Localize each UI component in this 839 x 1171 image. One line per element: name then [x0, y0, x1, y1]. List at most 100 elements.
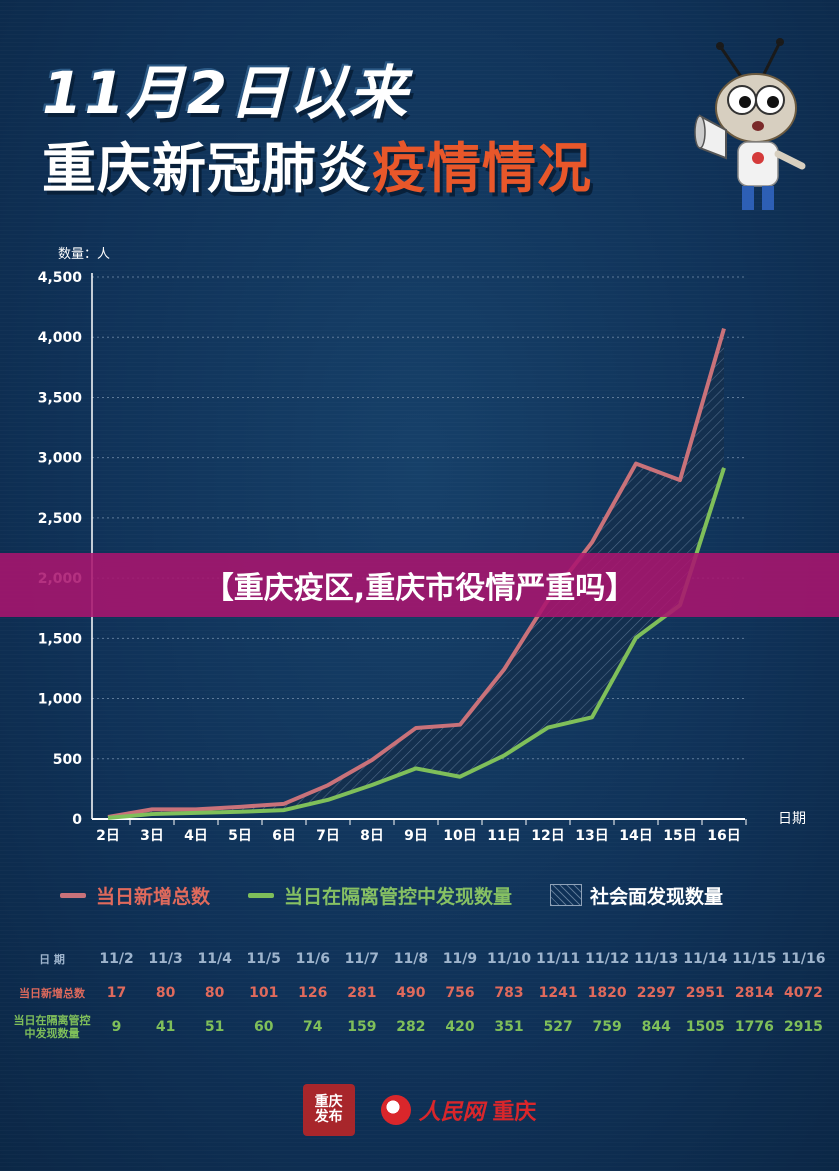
x-tick-label: 3日	[140, 828, 164, 844]
x-tick-label: 16日	[707, 828, 740, 844]
overlay-banner: 【重庆疫区,重庆市役情严重吗】	[0, 553, 839, 617]
table-cell-new-total: 783	[494, 985, 524, 1001]
table-cell-date: 11/11	[536, 951, 581, 967]
table-cell-new-total: 80	[204, 985, 225, 1001]
table-cell-quarantine: 420	[445, 1019, 475, 1035]
legend-item-quarantine: 当日在隔离管控中发现数量	[248, 882, 512, 909]
table-cell-new-total: 1241	[538, 985, 578, 1001]
legend-item-new-total: 当日新增总数	[60, 882, 210, 909]
mascot-megaphone-icon	[694, 38, 806, 210]
table-cell-new-total: 80	[155, 985, 176, 1001]
legend-label-quarantine: 当日在隔离管控中发现数量	[284, 885, 513, 908]
table-row-dates: 日 期 11/2 11/3 11/4 11/5 11/6 11/7 11/8 11/9 11/1…	[12, 942, 828, 976]
legend-item-community: 社会面发现数量	[550, 882, 723, 909]
table-cell-date: 11/15	[732, 951, 777, 967]
table-cell-new-total: 101	[249, 985, 279, 1001]
table-cell-new-total: 4072	[783, 985, 823, 1001]
line-chart: 05001,0001,5002,0002,5003,0003,5004,0004…	[38, 247, 806, 844]
x-tick-label: 10日	[443, 828, 476, 844]
table-cell-quarantine: 844	[641, 1019, 671, 1035]
table-row-new-total: 当日新增总数 17 80 80 101 126 281 490 756 783 1241 1820 2…	[12, 976, 828, 1010]
table-cell-date: 11/8	[393, 951, 429, 967]
table-cell-quarantine: 1505	[685, 1019, 725, 1035]
x-tick-label: 12日	[531, 828, 564, 844]
table-cell-quarantine: 9	[111, 1019, 122, 1035]
x-tick-label: 4日	[184, 828, 208, 844]
series-line-quarantine	[107, 467, 726, 820]
table-cell-quarantine: 51	[204, 1019, 225, 1035]
community-area	[108, 328, 724, 818]
table-cell-date: 11/5	[246, 951, 281, 967]
x-tick-label: 14日	[619, 828, 652, 844]
table-cell-new-total: 2814	[734, 985, 774, 1001]
people-daily-icon	[380, 1095, 411, 1125]
table-cell-date: 11/16	[781, 951, 826, 967]
footer-logos: 重庆 发布 人民网 重庆	[0, 1080, 839, 1140]
title-line1: 11月2日以来	[42, 59, 410, 127]
y-tick-label: 0	[72, 812, 82, 828]
table-cell-quarantine: 282	[396, 1019, 426, 1035]
y-tick-label: 500	[53, 752, 82, 768]
y-tick-label: 4,500	[38, 270, 83, 286]
logo-chongqing-release: 重庆 发布	[302, 1084, 355, 1136]
table-cell-new-total: 126	[298, 985, 328, 1001]
y-axis-label: 数量：人	[58, 247, 110, 262]
x-tick-label: 2日	[96, 828, 120, 844]
table-cell-date: 11/9	[442, 951, 478, 967]
y-tick-label: 3,500	[38, 390, 83, 406]
title-line2: 重庆新冠肺炎疫情情况	[42, 124, 592, 203]
legend-swatch-quarantine	[248, 892, 275, 898]
y-tick-label: 1,500	[38, 631, 83, 647]
data-table: 日 期 11/2 11/3 11/4 11/5 11/6 11/7 11/8 11/9 11/1…	[12, 942, 828, 1044]
x-tick-label: 15日	[663, 828, 696, 844]
x-tick-label: 7日	[316, 828, 340, 844]
x-tick-label: 5日	[228, 828, 252, 844]
logo-people-daily: 人民网 重庆	[380, 1094, 536, 1126]
chart-legend: 当日新增总数 当日在隔离管控中发现数量 社会面发现数量	[60, 880, 820, 910]
table-cell-quarantine: 60	[253, 1019, 274, 1035]
table-cell-quarantine: 527	[543, 1019, 573, 1035]
table-cell-new-total: 2951	[685, 985, 725, 1001]
table-cell-date: 11/2	[99, 951, 134, 967]
table-header-date: 日 期	[39, 952, 65, 966]
table-cell-new-total: 17	[106, 985, 127, 1001]
legend-label-new-total: 当日新增总数	[96, 885, 211, 908]
legend-swatch-new-total	[60, 892, 86, 898]
table-cell-date: 11/12	[585, 951, 630, 967]
x-axis-label: 日期	[778, 811, 806, 827]
y-tick-label: 1,000	[38, 692, 83, 708]
legend-swatch-community	[550, 884, 583, 906]
y-tick-label: 3,000	[38, 451, 83, 467]
y-tick-label: 2,500	[38, 511, 83, 527]
table-cell-new-total: 281	[347, 985, 377, 1001]
table-cell-quarantine: 351	[494, 1019, 524, 1035]
table-cell-new-total: 490	[396, 985, 426, 1001]
table-cell-date: 11/14	[683, 951, 728, 967]
table-cell-quarantine: 2915	[783, 1019, 823, 1035]
table-cell-quarantine: 41	[155, 1019, 176, 1035]
table-cell-quarantine: 159	[347, 1019, 377, 1035]
table-label-quarantine: 当日在隔离管控中发现数量	[13, 1014, 91, 1040]
x-tick-label: 6日	[272, 828, 296, 844]
table-row-quarantine: 当日在隔离管控中发现数量 9 41 51 60 74 159 282 420 351 527 759…	[12, 1010, 828, 1044]
table-cell-new-total: 1820	[587, 985, 627, 1001]
x-tick-label: 11日	[487, 828, 520, 844]
table-cell-date: 11/3	[148, 951, 183, 967]
x-tick-label: 13日	[575, 828, 608, 844]
table-cell-new-total: 2297	[636, 985, 676, 1001]
table-cell-new-total: 756	[445, 985, 475, 1001]
title-line2-main: 重庆新冠肺炎	[42, 137, 372, 200]
table-cell-quarantine: 759	[592, 1019, 622, 1035]
table-cell-date: 11/4	[197, 951, 232, 967]
table-cell-date: 11/6	[295, 951, 330, 967]
table-cell-date: 11/7	[344, 951, 380, 967]
title-line2-highlight: 疫情情况	[372, 137, 592, 200]
table-cell-date: 11/10	[486, 951, 532, 967]
series-line-new-total	[107, 327, 726, 819]
x-tick-label: 8日	[360, 828, 384, 844]
table-cell-quarantine: 74	[303, 1019, 323, 1035]
table-cell-quarantine: 1776	[734, 1019, 774, 1035]
y-tick-label: 4,000	[38, 330, 83, 346]
legend-label-community: 社会面发现数量	[590, 885, 724, 908]
table-label-new-total: 当日新增总数	[19, 986, 85, 1000]
